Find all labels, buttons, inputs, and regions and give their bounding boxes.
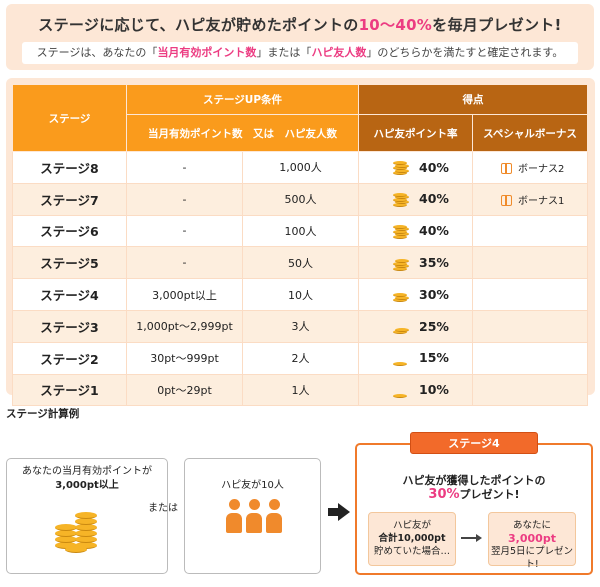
- points-cell: -: [126, 214, 243, 248]
- stage-cell: ステージ8: [12, 151, 127, 184]
- bonus-cell: [472, 341, 589, 375]
- table-row: ステージ3 1,000pt〜2,999pt 3人 25%: [12, 309, 589, 343]
- rate-cell: 40%: [358, 182, 474, 216]
- coin-icon: [393, 384, 409, 398]
- table-row: ステージ8-1,000人 40% ボーナス2: [12, 151, 589, 184]
- stage-badge: ステージ4: [410, 432, 538, 454]
- stage-table: ステージ ステージUP条件 得点 当月有効ポイント数 又は ハピ友人数 ハピ友ポ…: [12, 84, 589, 407]
- table-row: ステージ1 0pt〜29pt 1人 10%: [12, 373, 589, 407]
- friends-cell: 10人: [241, 278, 360, 311]
- rate-cell: 15%: [358, 341, 474, 375]
- header-rate: ハピ友ポイント率: [358, 114, 474, 152]
- points-cell: 1,000pt〜2,999pt: [126, 309, 243, 343]
- bonus-cell: [472, 246, 589, 280]
- bonus-cell: ボーナス1: [472, 182, 589, 216]
- rate-cell: 25%: [358, 309, 474, 343]
- points-cell: 0pt〜29pt: [126, 373, 243, 407]
- coin-icon: [393, 352, 409, 366]
- coin-icon: [393, 161, 410, 176]
- bonus-cell: [472, 309, 589, 343]
- friends-cell: 2人: [241, 341, 360, 375]
- header-banner: ステージに応じて、ハピ友が貯めたポイントの10〜40%を毎月プレゼント! ステー…: [6, 4, 594, 70]
- coin-icon: [393, 192, 410, 207]
- or-label: または: [148, 503, 178, 514]
- result-rate-line: 30%プレゼント!: [428, 487, 520, 502]
- coin-stack-icon: [55, 506, 105, 553]
- coin-icon: [393, 288, 410, 303]
- points-cell: 30pt〜999pt: [126, 341, 243, 375]
- rate-cell: 35%: [358, 246, 474, 280]
- table-row: ステージ2 30pt〜999pt 2人 15%: [12, 341, 589, 375]
- friends-cell: 3人: [241, 309, 360, 343]
- table-row: ステージ7-500人 40% ボーナス1: [12, 182, 589, 216]
- stage-cell: ステージ1: [12, 373, 127, 407]
- stage-cell: ステージ2: [12, 341, 127, 375]
- friends-cell: 500人: [241, 182, 360, 216]
- your-reward-box: あなたに 3,000pt 翌月5日にプレゼント!: [488, 512, 576, 570]
- gift-icon: [501, 163, 513, 175]
- table-row: ステージ5-50人 35%: [12, 246, 589, 280]
- stage-cell: ステージ6: [12, 214, 127, 248]
- rate-highlight: 10〜40%: [358, 16, 433, 34]
- stage-table-container: ステージ ステージUP条件 得点 当月有効ポイント数 又は ハピ友人数 ハピ友ポ…: [6, 78, 595, 407]
- coin-icon: [393, 257, 410, 271]
- banner-subtitle: ステージは、あなたの「当月有効ポイント数」または「ハピ友人数」のどちらかを満たす…: [22, 42, 578, 64]
- stage-cell: ステージ4: [12, 278, 127, 311]
- friends-cell: 1人: [241, 373, 360, 407]
- friends-cell: 100人: [241, 214, 360, 248]
- header-points: 得点: [358, 84, 589, 115]
- points-cell: -: [126, 246, 243, 280]
- result-line: ハピ友が獲得したポイントの: [402, 474, 546, 487]
- stage-cell: ステージ5: [12, 246, 127, 280]
- example-title: ステージ計算例: [6, 408, 80, 420]
- header-bonus: スペシャルボーナス: [472, 114, 589, 152]
- header-condition: ステージUP条件: [125, 84, 360, 115]
- banner-title: ステージに応じて、ハピ友が貯めたポイントの10〜40%を毎月プレゼント!: [38, 16, 562, 34]
- coin-icon: [393, 224, 410, 239]
- bonus-cell: ボーナス2: [472, 151, 589, 184]
- table-row: ステージ4 3,000pt以上 10人 30%: [12, 278, 589, 311]
- people-icon: [226, 499, 282, 535]
- friends-cell: 1,000人: [241, 151, 360, 184]
- small-arrow-icon: [461, 534, 483, 542]
- bonus-cell: [472, 214, 589, 248]
- friends-cell: 50人: [241, 246, 360, 280]
- table-row: ステージ6-100人 40%: [12, 214, 589, 248]
- rate-cell: 30%: [358, 278, 474, 311]
- header-stage: ステージ: [12, 84, 127, 152]
- rate-cell: 40%: [358, 151, 474, 184]
- bonus-cell: [472, 278, 589, 311]
- stage-cell: ステージ3: [12, 309, 127, 343]
- rate-cell: 40%: [358, 214, 474, 248]
- header-condition-sub: 当月有効ポイント数 又は ハピ友人数: [125, 114, 360, 152]
- rate-cell: 10%: [358, 373, 474, 407]
- stage-cell: ステージ7: [12, 182, 127, 216]
- coin-icon: [393, 320, 410, 335]
- points-cell: 3,000pt以上: [126, 278, 243, 311]
- points-cell: -: [126, 151, 243, 184]
- bonus-cell: [472, 373, 589, 407]
- arrow-right-icon: [328, 503, 350, 521]
- points-cell: -: [126, 182, 243, 216]
- friends-total-box: ハピ友が 合計10,000pt 貯めていた場合…: [368, 512, 456, 566]
- gift-icon: [501, 195, 513, 207]
